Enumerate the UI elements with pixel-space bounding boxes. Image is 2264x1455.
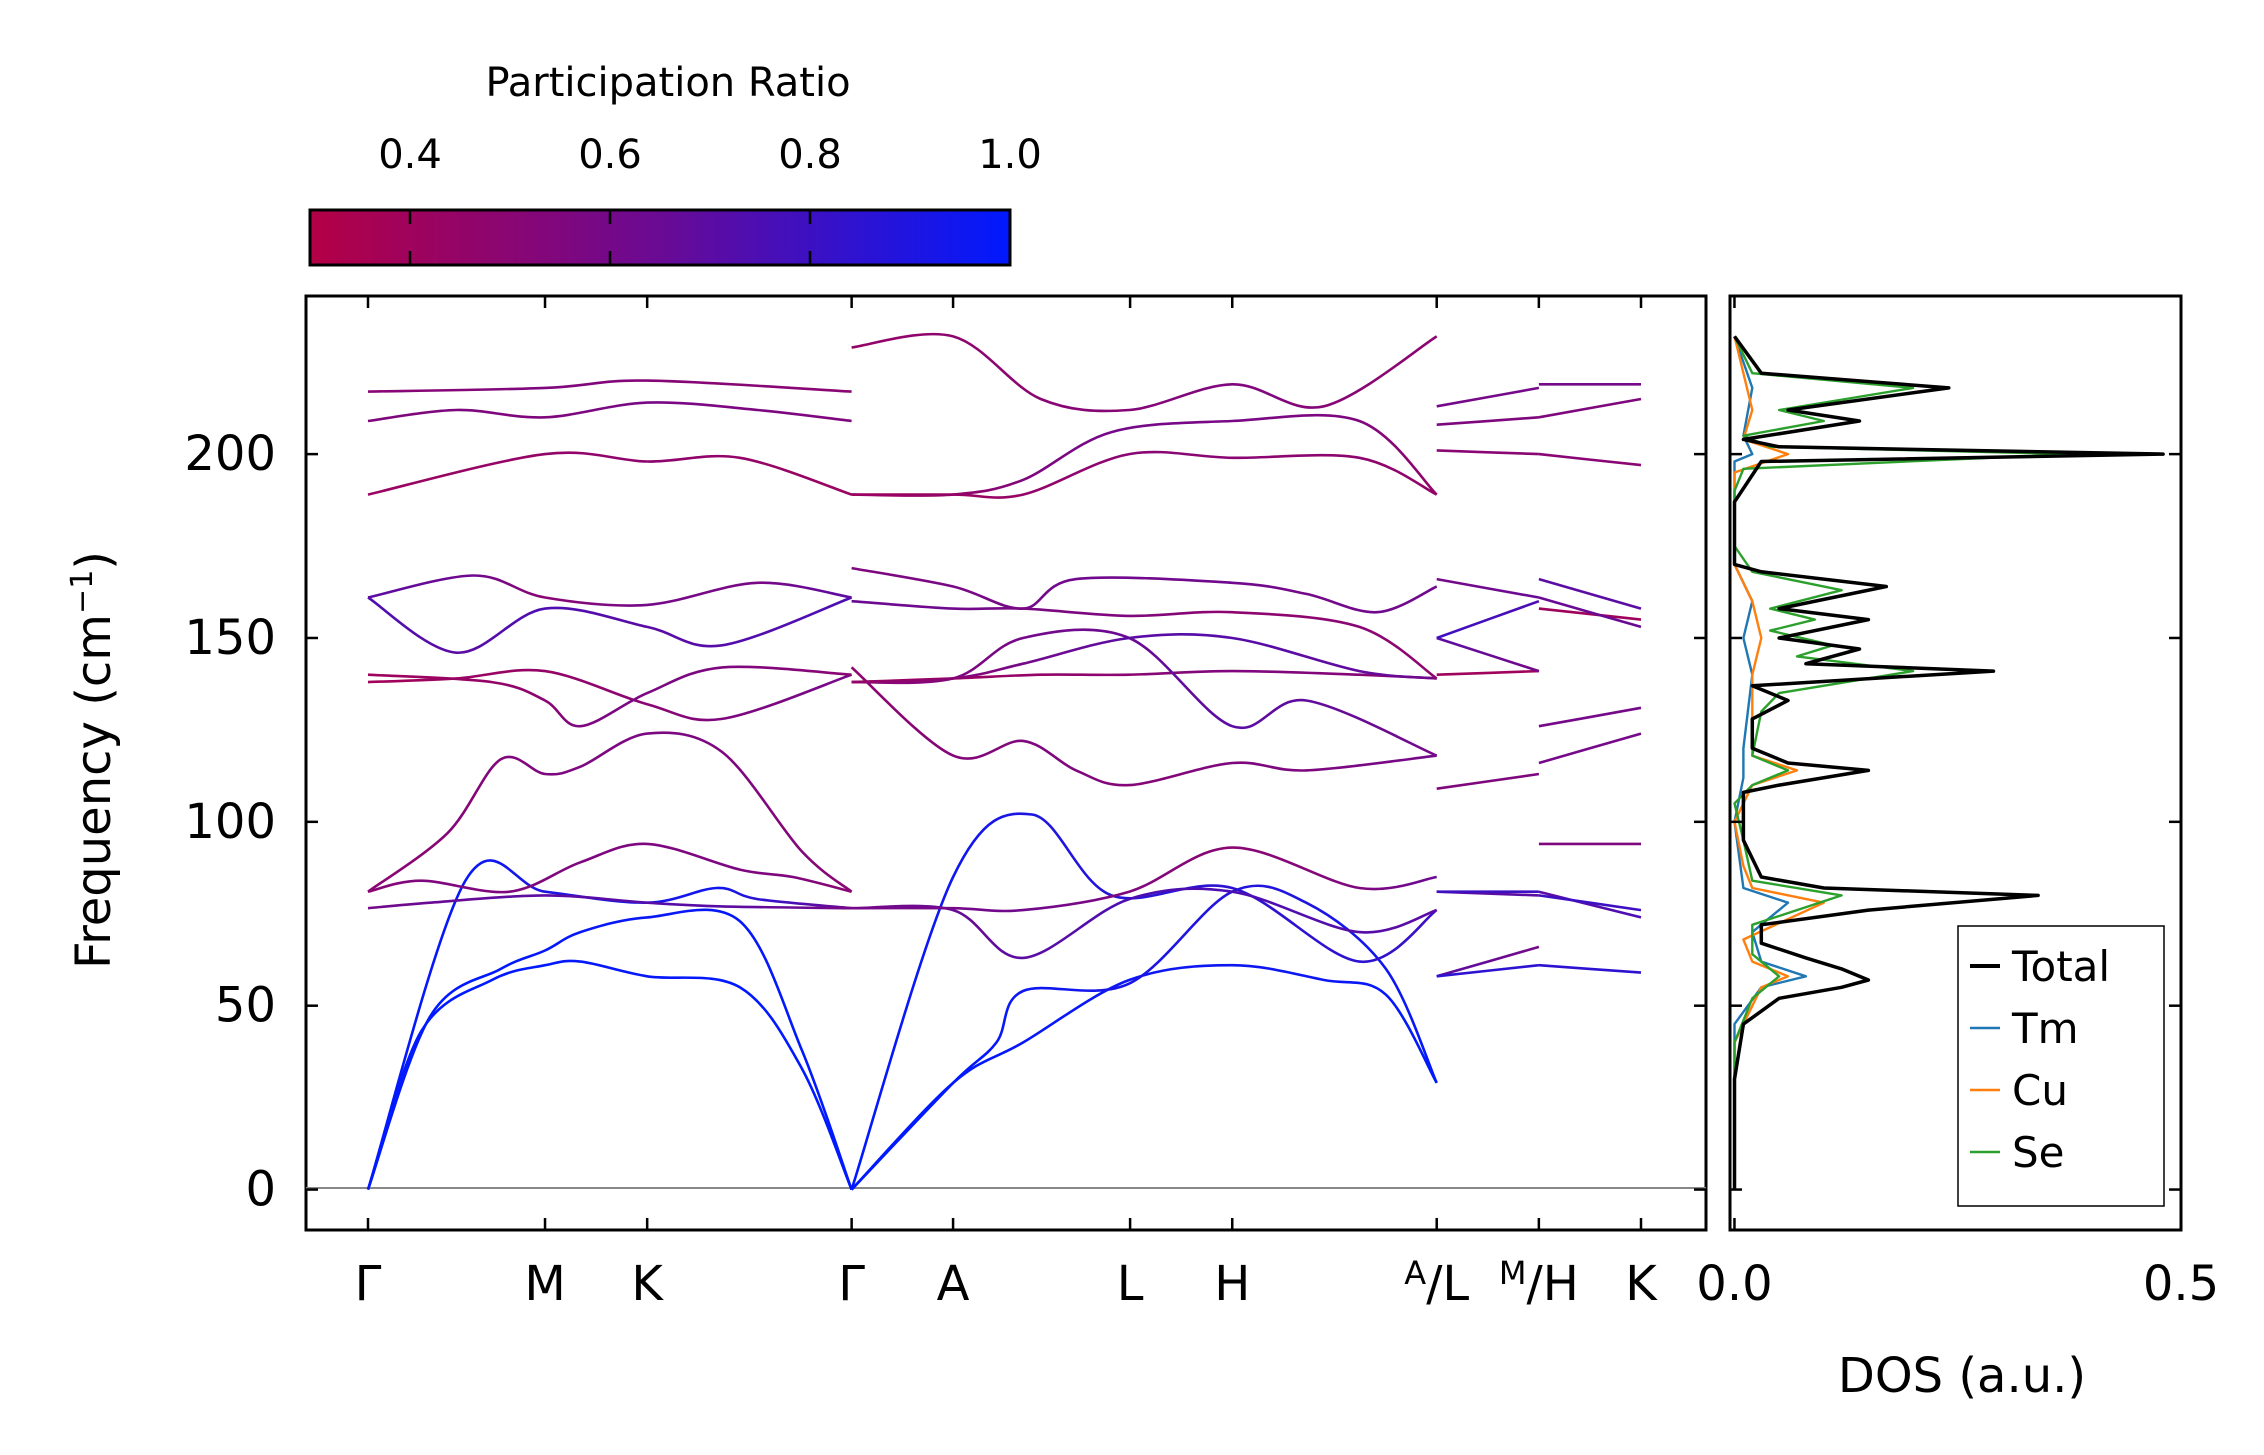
band-xtick-label-sup: A <box>1404 1254 1426 1292</box>
band-xticks: Γ M K Γ A L H A/L M/H K <box>355 296 1658 1312</box>
colorbar-tick-label: 0.8 <box>778 132 842 178</box>
band-line-1-0 <box>850 963 1438 1191</box>
band-line-3-0 <box>1538 963 1642 974</box>
band-xtick-label: A <box>937 1256 970 1312</box>
band-line-3-1 <box>1538 890 1642 919</box>
band-line-2-7 <box>1436 599 1540 640</box>
band-line-1-11 <box>851 450 1438 499</box>
dos-line-cu <box>1733 336 1825 1190</box>
band-xtick-label: Γ <box>355 1256 382 1312</box>
band-line-0-2 <box>366 859 852 1190</box>
band-line-1-12 <box>851 413 1438 497</box>
dos-line-total <box>1732 335 2165 1190</box>
dos-panel: 0.0 0.5 DOS (a.u.) Total Tm Cu Se <box>1696 294 2219 1404</box>
band-xtick-label: K <box>631 1256 664 1312</box>
legend-label-cu: Cu <box>2012 1066 2068 1115</box>
y-axis-title-sup: −1 <box>65 570 100 614</box>
dos-lines <box>1732 335 2165 1190</box>
band-ytick-label: 0 <box>245 1162 276 1218</box>
band-xtick-label: H <box>1214 1256 1250 1312</box>
band-line-0-1 <box>366 908 853 1191</box>
band-lines <box>366 332 1642 1191</box>
band-xtick-label: A/L <box>1404 1254 1469 1312</box>
band-xtick-label: L <box>1117 1256 1144 1312</box>
colorbar: Participation Ratio 0.4 0.6 0.8 1.0 <box>308 60 1042 267</box>
band-xtick-label: M <box>524 1256 565 1312</box>
band-line-3-9 <box>1538 452 1642 467</box>
band-line-2-4 <box>1436 772 1540 790</box>
colorbar-gradient <box>308 208 1012 267</box>
band-line-1-4 <box>851 846 1437 913</box>
dos-line-tm <box>1733 336 1808 1190</box>
band-line-3-6 <box>1538 607 1642 621</box>
band-line-0-9 <box>367 574 852 607</box>
band-line-2-5 <box>1436 669 1539 676</box>
legend-entries: Total Tm Cu Se <box>1970 942 2110 1177</box>
band-ytick-label: 200 <box>184 426 276 482</box>
band-ytick-label: 100 <box>184 794 276 850</box>
band-line-0-4 <box>367 842 852 894</box>
band-yticks: 0 50 100 150 200 <box>184 426 1706 1218</box>
band-line-2-8 <box>1436 577 1540 599</box>
legend-label-se: Se <box>2012 1128 2065 1177</box>
y-axis-title: Frequency (cm−1) <box>65 551 122 969</box>
band-xtick-label-sup: M <box>1499 1254 1527 1292</box>
band-line-2-11 <box>1436 386 1540 408</box>
dos-axes-frame <box>1728 294 2183 1232</box>
band-axes-frame <box>304 294 1708 1232</box>
band-line-1-9 <box>851 566 1438 614</box>
band-line-1-1 <box>850 884 1438 1191</box>
band-line-2-1 <box>1436 963 1540 978</box>
dos-x-axis-title: DOS (a.u.) <box>1838 1348 2086 1404</box>
dos-xtick-label: 0.5 <box>2143 1256 2219 1312</box>
colorbar-tick-label: 1.0 <box>978 132 1042 178</box>
dos-ticks: 0.0 0.5 <box>1696 296 2219 1312</box>
band-line-0-12 <box>367 379 852 393</box>
band-line-3-7 <box>1538 596 1642 629</box>
band-line-0-8 <box>367 596 853 655</box>
colorbar-tick-label: 0.6 <box>578 132 642 178</box>
band-line-0-7 <box>367 665 852 728</box>
band-ytick-label: 150 <box>184 610 276 666</box>
band-line-3-8 <box>1538 577 1642 610</box>
band-line-1-8 <box>851 633 1437 684</box>
band-line-3-2 <box>1538 894 1642 912</box>
band-line-0-5 <box>367 731 853 893</box>
y-axis-title-tail: ) <box>66 551 122 570</box>
dos-legend: Total Tm Cu Se <box>1957 925 2165 1207</box>
band-line-0-10 <box>367 451 853 496</box>
legend-frame <box>1957 925 2165 1207</box>
band-line-1-2 <box>850 812 1438 1191</box>
band-xtick-label: Γ <box>838 1256 865 1312</box>
legend-label-tm: Tm <box>2011 1004 2079 1053</box>
band-line-1-10 <box>851 599 1438 680</box>
band-line-0-3 <box>367 894 852 910</box>
colorbar-ticks: 0.4 0.6 0.8 1.0 <box>378 132 1042 265</box>
band-line-1-7 <box>851 628 1438 757</box>
band-xtick-label: K <box>1625 1256 1658 1312</box>
colorbar-tick-label: 0.4 <box>378 132 442 178</box>
band-line-2-6 <box>1436 636 1540 673</box>
band-line-0-0 <box>366 959 853 1191</box>
band-line-2-10 <box>1436 416 1539 426</box>
band-xtick-label-main: /H <box>1527 1256 1579 1312</box>
band-line-1-13 <box>851 332 1438 413</box>
band-line-0-11 <box>367 401 852 423</box>
band-line-1-3 <box>851 887 1438 960</box>
band-xtick-label-main: /L <box>1426 1256 1469 1312</box>
band-line-2-9 <box>1436 449 1539 456</box>
band-ytick-label: 50 <box>215 978 276 1034</box>
band-xtick-label: M/H <box>1499 1254 1579 1312</box>
y-axis-title-main: Frequency (cm <box>66 614 122 969</box>
band-line-3-4 <box>1538 732 1642 765</box>
dos-xtick-label: 0.0 <box>1696 1256 1772 1312</box>
band-line-3-10 <box>1538 397 1642 419</box>
band-structure-panel: Γ M K Γ A L H A/L M/H K 0 50 100 150 200 Frequency (c… <box>65 294 1708 1312</box>
band-line-1-6 <box>850 666 1437 787</box>
colorbar-title: Participation Ratio <box>485 60 850 106</box>
band-line-3-5 <box>1538 706 1642 728</box>
legend-label-total: Total <box>2011 942 2110 991</box>
